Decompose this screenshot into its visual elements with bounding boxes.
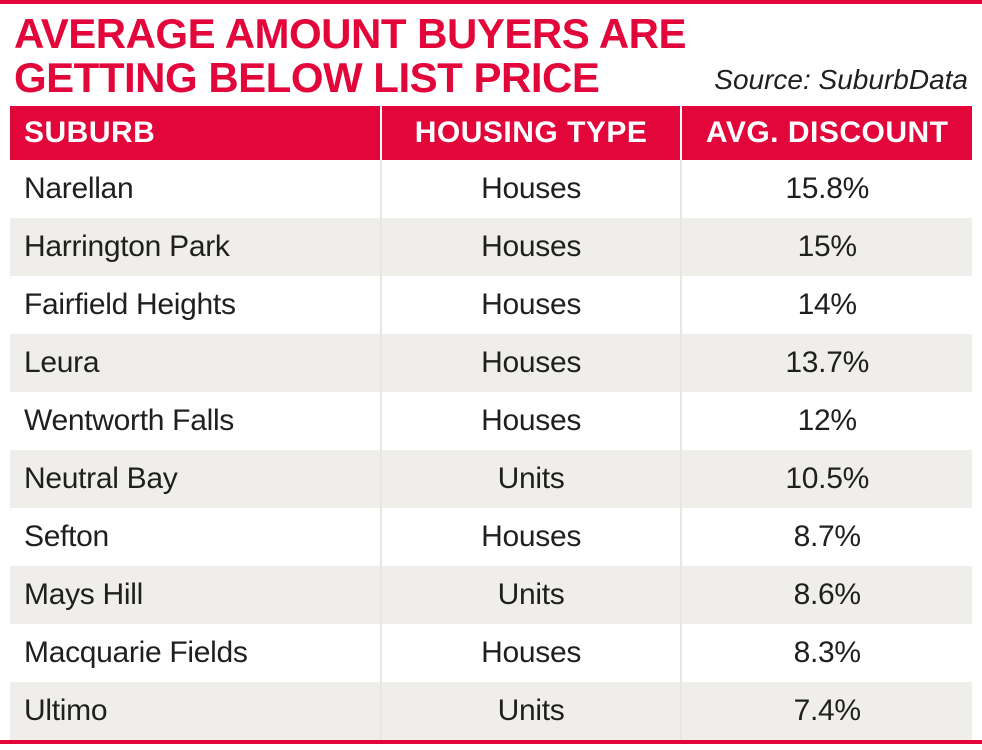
cell-type: Houses xyxy=(381,160,682,218)
cell-suburb: Neutral Bay xyxy=(10,450,381,508)
cell-type: Houses xyxy=(381,392,682,450)
cell-type: Houses xyxy=(381,276,682,334)
table-row: Fairfield Heights Houses 14% xyxy=(10,276,972,334)
cell-suburb: Sefton xyxy=(10,508,381,566)
cell-suburb: Ultimo xyxy=(10,682,381,740)
cell-type: Units xyxy=(381,566,682,624)
cell-suburb: Macquarie Fields xyxy=(10,624,381,682)
cell-discount: 14% xyxy=(681,276,972,334)
cell-discount: 8.7% xyxy=(681,508,972,566)
cell-discount: 7.4% xyxy=(681,682,972,740)
cell-suburb: Wentworth Falls xyxy=(10,392,381,450)
table-row: Harrington Park Houses 15% xyxy=(10,218,972,276)
table-row: Ultimo Units 7.4% xyxy=(10,682,972,740)
source-label: Source: SuburbData xyxy=(714,64,968,100)
cell-type: Houses xyxy=(381,334,682,392)
table-card: AVERAGE AMOUNT BUYERS ARE GETTING BELOW … xyxy=(0,0,982,744)
cell-discount: 13.7% xyxy=(681,334,972,392)
col-header-suburb: SUBURB xyxy=(10,106,381,160)
header: AVERAGE AMOUNT BUYERS ARE GETTING BELOW … xyxy=(10,12,972,106)
cell-type: Houses xyxy=(381,508,682,566)
cell-type: Units xyxy=(381,450,682,508)
cell-discount: 8.3% xyxy=(681,624,972,682)
table-row: Neutral Bay Units 10.5% xyxy=(10,450,972,508)
col-header-discount: AVG. DISCOUNT xyxy=(681,106,972,160)
table-row: Leura Houses 13.7% xyxy=(10,334,972,392)
cell-suburb: Narellan xyxy=(10,160,381,218)
cell-discount: 15.8% xyxy=(681,160,972,218)
cell-discount: 12% xyxy=(681,392,972,450)
discount-table: SUBURB HOUSING TYPE AVG. DISCOUNT Narell… xyxy=(10,106,972,740)
table-row: Sefton Houses 8.7% xyxy=(10,508,972,566)
table-row: Mays Hill Units 8.6% xyxy=(10,566,972,624)
table-row: Wentworth Falls Houses 12% xyxy=(10,392,972,450)
page-title: AVERAGE AMOUNT BUYERS ARE GETTING BELOW … xyxy=(14,12,704,100)
cell-suburb: Fairfield Heights xyxy=(10,276,381,334)
cell-suburb: Mays Hill xyxy=(10,566,381,624)
table-row: Macquarie Fields Houses 8.3% xyxy=(10,624,972,682)
cell-discount: 15% xyxy=(681,218,972,276)
cell-type: Units xyxy=(381,682,682,740)
cell-suburb: Leura xyxy=(10,334,381,392)
cell-type: Houses xyxy=(381,624,682,682)
cell-discount: 8.6% xyxy=(681,566,972,624)
col-header-type: HOUSING TYPE xyxy=(381,106,682,160)
table-row: Narellan Houses 15.8% xyxy=(10,160,972,218)
cell-suburb: Harrington Park xyxy=(10,218,381,276)
cell-discount: 10.5% xyxy=(681,450,972,508)
cell-type: Houses xyxy=(381,218,682,276)
table-header-row: SUBURB HOUSING TYPE AVG. DISCOUNT xyxy=(10,106,972,160)
